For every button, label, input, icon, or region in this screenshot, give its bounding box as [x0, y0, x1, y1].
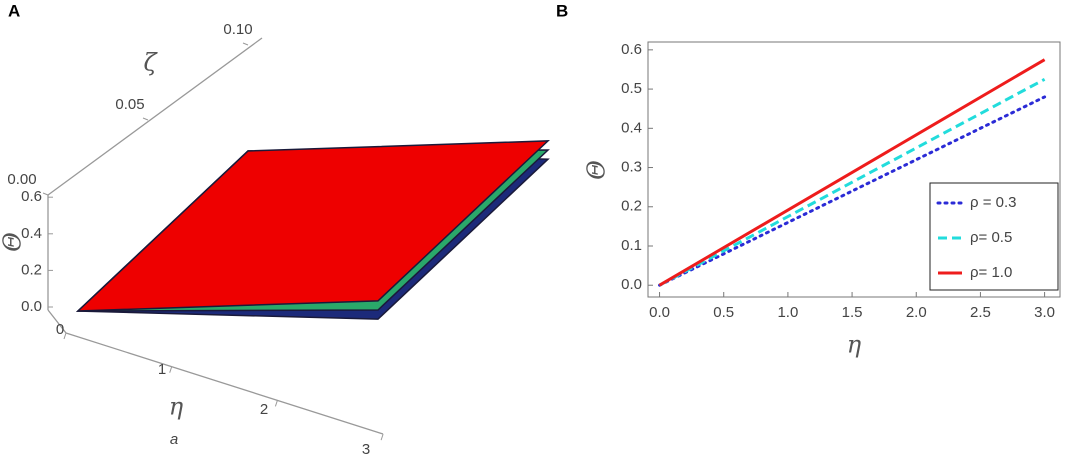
panel-label: A — [8, 1, 20, 20]
y-tick-label: 0.6 — [621, 41, 642, 58]
plot-frame — [647, 41, 1061, 298]
tick — [142, 117, 149, 121]
x-tick-label: 2.5 — [970, 304, 991, 321]
x-tick-label: 0.0 — [649, 304, 670, 321]
x-tick-label: 2.0 — [906, 304, 927, 321]
tick — [169, 366, 173, 373]
y-tick-label: 0.00 — [7, 171, 36, 188]
x-tick-label: 1.0 — [777, 304, 798, 321]
y-axis-label: Θ — [583, 160, 611, 180]
y-tick-label: 0.3 — [621, 159, 642, 176]
z-tick-label: 0.4 — [21, 225, 42, 242]
tick — [42, 192, 49, 196]
legend-label: ρ = 0.3 — [970, 194, 1016, 211]
line — [658, 58, 1046, 287]
x-tick-label: 3 — [362, 441, 370, 458]
x-tick-label: 1 — [158, 361, 166, 378]
x-axis-label: η — [169, 393, 184, 421]
tick — [274, 400, 278, 407]
z-tick-label: 0.2 — [21, 261, 42, 278]
x-tick-label: 3.0 — [1034, 304, 1055, 321]
line — [658, 77, 1046, 287]
legend-label: ρ= 0.5 — [970, 229, 1012, 246]
y-tick-label: 0.4 — [621, 119, 642, 136]
line — [658, 95, 1047, 287]
box-edge — [47, 309, 67, 334]
x-tick-label: 0 — [56, 321, 64, 338]
x-caption: a — [170, 431, 178, 448]
x-tick-label: 1.5 — [842, 304, 863, 321]
tick — [242, 42, 249, 46]
y-tick-label: 0.1 — [621, 237, 642, 254]
z-axis-label: Θ — [0, 232, 27, 252]
zeta-axis — [47, 37, 263, 196]
tick — [380, 433, 384, 441]
y-tick-label: 0.10 — [223, 21, 252, 38]
z-tick-label: 0.0 — [21, 298, 42, 315]
z-tick-label: 0.6 — [21, 188, 42, 205]
legend-label: ρ= 1.0 — [970, 264, 1012, 281]
surface — [76, 140, 550, 312]
tick — [63, 332, 67, 340]
axes-3d — [47, 37, 384, 435]
x-tick-label: 2 — [260, 401, 268, 418]
y-tick-label: 0.5 — [621, 80, 642, 97]
eta-axis — [65, 332, 384, 435]
y-axis-label: ζ — [143, 49, 158, 77]
x-tick-label: 0.5 — [713, 304, 734, 321]
panel-label: B — [556, 1, 568, 20]
y-tick-label: 0.2 — [621, 198, 642, 215]
x-axis-label: η — [847, 331, 862, 359]
y-tick-label: 0.0 — [621, 276, 642, 293]
y-tick-label: 0.05 — [115, 96, 144, 113]
